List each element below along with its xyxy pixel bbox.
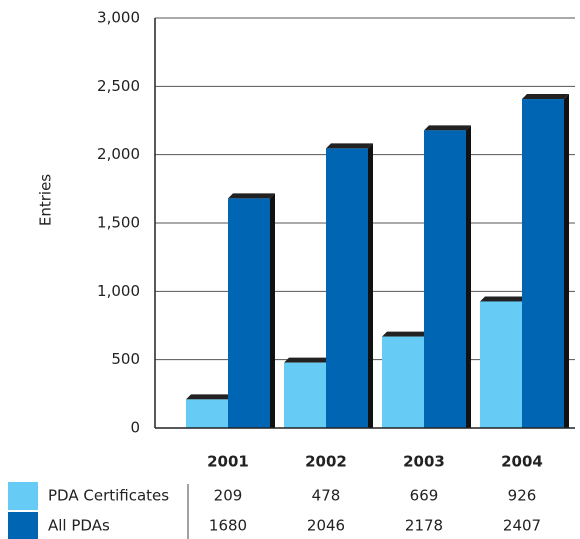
y-tick-label: 1,500 xyxy=(97,214,140,232)
bar-side xyxy=(368,143,373,428)
bar-side xyxy=(564,94,569,428)
bar-top xyxy=(284,357,331,363)
legend-swatch xyxy=(8,482,38,510)
table-value: 1680 xyxy=(209,517,247,535)
bar-side xyxy=(270,193,275,428)
table-value: 2407 xyxy=(503,517,541,535)
table-value: 209 xyxy=(214,487,243,505)
y-tick-label: 1,000 xyxy=(97,282,140,300)
bar-top xyxy=(186,394,233,400)
x-tick-label: 2001 xyxy=(207,453,249,471)
bar xyxy=(480,301,522,428)
bar-top xyxy=(480,296,527,302)
legend-label: All PDAs xyxy=(48,517,110,535)
table-value: 2046 xyxy=(307,517,345,535)
y-tick-label: 500 xyxy=(111,350,140,368)
x-tick-label: 2002 xyxy=(305,453,347,471)
y-tick-label: 3,000 xyxy=(97,9,140,27)
y-tick-label: 2,000 xyxy=(97,145,140,163)
bar xyxy=(424,130,466,428)
legend-label: PDA Certificates xyxy=(48,487,169,505)
bar xyxy=(228,198,270,428)
table-value: 2178 xyxy=(405,517,443,535)
y-tick-label: 2,500 xyxy=(97,77,140,95)
bar xyxy=(284,362,326,428)
bar-top xyxy=(326,143,373,149)
y-axis-label: Entries xyxy=(37,174,55,226)
bar-top xyxy=(228,193,275,199)
legend-swatch xyxy=(8,512,38,539)
bar xyxy=(382,336,424,428)
bar-top xyxy=(522,94,569,100)
y-tick-label: 0 xyxy=(130,419,140,437)
bar xyxy=(326,148,368,428)
bar-side xyxy=(466,125,471,428)
x-tick-label: 2003 xyxy=(403,453,445,471)
bar-top xyxy=(382,331,429,337)
bar xyxy=(186,399,228,428)
table-value: 478 xyxy=(312,487,341,505)
table-value: 926 xyxy=(508,487,537,505)
x-tick-label: 2004 xyxy=(501,453,543,471)
bar xyxy=(522,99,564,428)
table-value: 669 xyxy=(410,487,439,505)
bar-top xyxy=(424,125,471,131)
